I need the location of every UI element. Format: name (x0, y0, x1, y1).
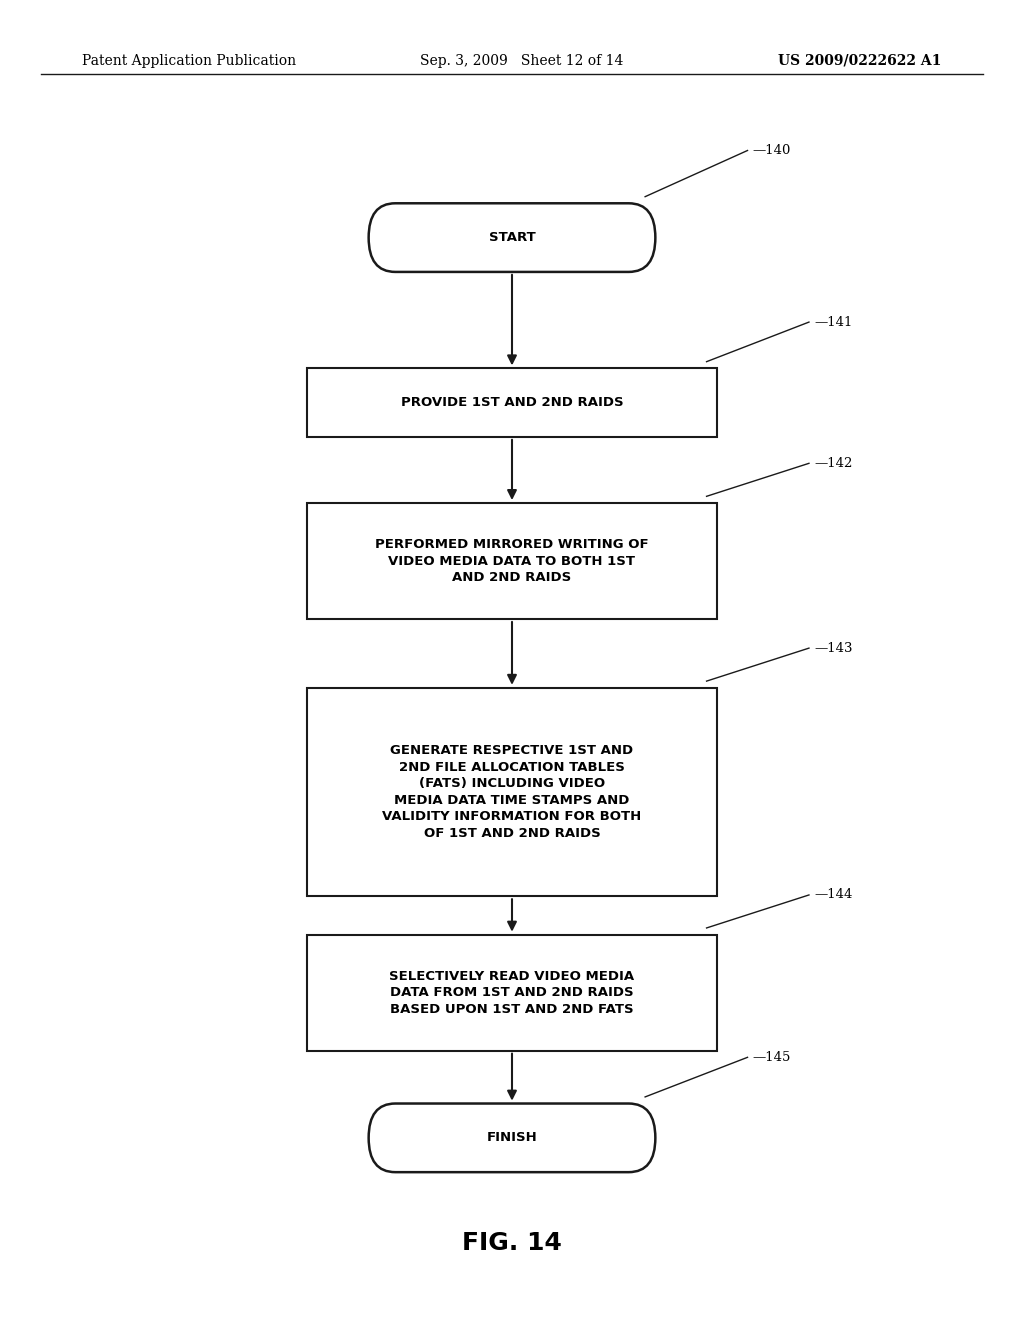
Text: —144: —144 (814, 888, 852, 902)
Text: —141: —141 (814, 315, 852, 329)
Text: GENERATE RESPECTIVE 1ST AND
2ND FILE ALLOCATION TABLES
(FATS) INCLUDING VIDEO
ME: GENERATE RESPECTIVE 1ST AND 2ND FILE ALL… (382, 744, 642, 840)
Text: —145: —145 (753, 1051, 791, 1064)
Text: PROVIDE 1ST AND 2ND RAIDS: PROVIDE 1ST AND 2ND RAIDS (400, 396, 624, 409)
Text: PERFORMED MIRRORED WRITING OF
VIDEO MEDIA DATA TO BOTH 1ST
AND 2ND RAIDS: PERFORMED MIRRORED WRITING OF VIDEO MEDI… (375, 539, 649, 583)
FancyBboxPatch shape (307, 368, 717, 437)
Text: —142: —142 (814, 457, 852, 470)
Text: Patent Application Publication: Patent Application Publication (82, 54, 296, 67)
FancyBboxPatch shape (307, 935, 717, 1051)
Text: START: START (488, 231, 536, 244)
FancyBboxPatch shape (307, 503, 717, 619)
Text: FINISH: FINISH (486, 1131, 538, 1144)
Text: —143: —143 (814, 642, 853, 655)
Text: US 2009/0222622 A1: US 2009/0222622 A1 (778, 54, 942, 67)
FancyBboxPatch shape (369, 203, 655, 272)
FancyBboxPatch shape (307, 688, 717, 896)
Text: Sep. 3, 2009   Sheet 12 of 14: Sep. 3, 2009 Sheet 12 of 14 (420, 54, 624, 67)
Text: —140: —140 (753, 144, 791, 157)
Text: SELECTIVELY READ VIDEO MEDIA
DATA FROM 1ST AND 2ND RAIDS
BASED UPON 1ST AND 2ND : SELECTIVELY READ VIDEO MEDIA DATA FROM 1… (389, 970, 635, 1015)
Text: FIG. 14: FIG. 14 (462, 1232, 562, 1255)
FancyBboxPatch shape (369, 1104, 655, 1172)
